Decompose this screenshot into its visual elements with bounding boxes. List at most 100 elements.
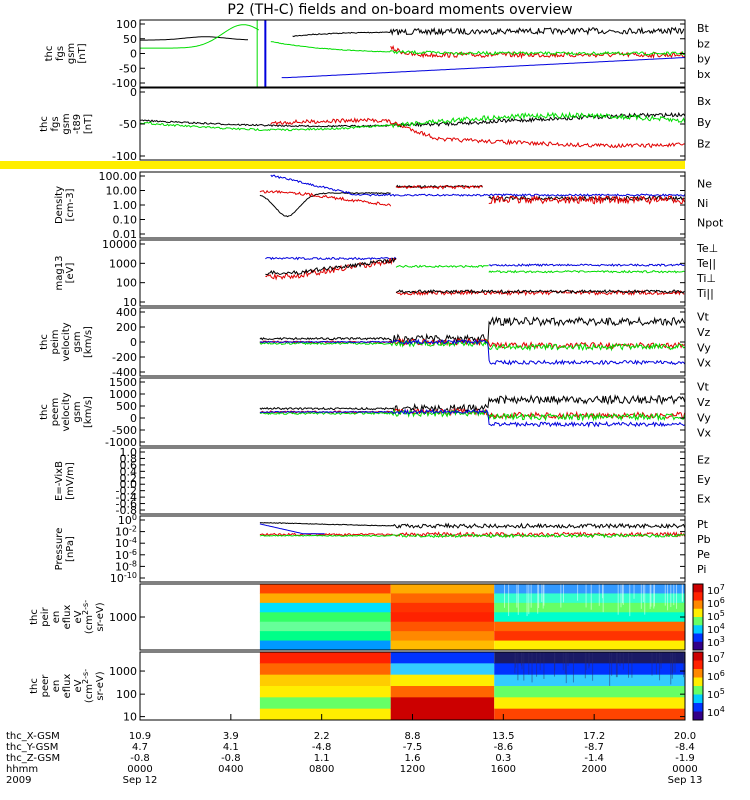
- y-axis-title-line: thc: [29, 678, 40, 694]
- y-axis-title-line: E=-VixB: [54, 461, 65, 501]
- legend-ti⊥: Ti⊥: [696, 272, 716, 285]
- heatmap-cell: [259, 631, 391, 642]
- panel-4-plot: [265, 256, 685, 297]
- panel-1-plot: [140, 20, 685, 87]
- legend-te||: Te||: [696, 257, 716, 270]
- panel-2-plot: [140, 111, 685, 149]
- legend-npot: Npot: [697, 216, 724, 229]
- colorbar-cell: [693, 641, 703, 651]
- vt-line: [259, 315, 685, 345]
- y-axis-title-line: mag13: [54, 256, 65, 291]
- heatmap-cell: [259, 602, 391, 613]
- y-tick-label: -1000: [105, 436, 137, 449]
- y-tick-label: -200: [112, 351, 137, 364]
- y-axis-title-line: -t89: [72, 114, 83, 134]
- y-axis-title-line: peir: [40, 606, 51, 626]
- ti-par-line: [395, 264, 489, 268]
- colorbar-tick-label: 105: [707, 687, 725, 701]
- y-tick-label: 10000: [102, 238, 137, 251]
- heatmap-cell: [390, 663, 495, 676]
- colorbar-cell: [693, 652, 703, 661]
- pt-line: [259, 522, 685, 530]
- panel-3: 100.00 10.001.00 0.100.01 Density [cm-3] Ne Ni…: [54, 170, 724, 241]
- y-tick-label: 0.8: [120, 452, 138, 465]
- y-tick-label: 1500: [109, 376, 137, 389]
- legend-pe: Pe: [697, 548, 710, 561]
- x-column-value: -0.8: [130, 753, 150, 764]
- y-axis-title-line: [nT]: [83, 114, 94, 134]
- vt-line: [259, 394, 685, 414]
- panel-frame: [139, 447, 686, 515]
- y-axis-title-line: thc: [29, 609, 40, 625]
- figure-title: P2 (TH-C) fields and on-board moments ov…: [227, 2, 572, 18]
- colorbar-tick-label: 107: [707, 583, 725, 597]
- y-tick-label: 10: [123, 711, 137, 724]
- y-tick-label: -0.4: [116, 491, 137, 504]
- heatmap-cell: [390, 631, 495, 642]
- legend-ex: Ex: [697, 492, 711, 505]
- heatmap-cell: [259, 708, 391, 720]
- bz-line: [390, 45, 685, 60]
- colorbar-cell: [693, 584, 703, 593]
- x-row-label: hhmm: [6, 764, 38, 775]
- legend-by: By: [697, 116, 712, 129]
- y-tick-label: 100: [116, 18, 137, 31]
- heatmap-cell: [259, 663, 391, 676]
- legend-ni: Ni: [697, 197, 708, 210]
- panel-frame: [139, 307, 686, 377]
- y-tick-label: -500: [112, 424, 137, 437]
- panel-10: 1000 100 10 thc peer en eflux eV (cm2-s-sr-eV) 10…: [29, 651, 725, 724]
- bx-line: [281, 57, 685, 79]
- colorbar-cell: [693, 617, 703, 626]
- panel-frame: [139, 583, 686, 651]
- y-axis-title-line: eV: [73, 610, 84, 623]
- heatmap-cell: [259, 697, 391, 710]
- te-perp-line: [265, 257, 397, 281]
- legend-vx: Vx: [697, 427, 712, 440]
- y-axis-title-line: (cm2-s-: [81, 600, 95, 634]
- panel-8-plot: [259, 522, 685, 539]
- heatmap-cell: [390, 584, 495, 594]
- x-row-label: thc_X-GSM: [6, 731, 60, 742]
- y-tick-label: 1000: [109, 611, 137, 624]
- colorbar-cell: [693, 694, 703, 704]
- y-axis-title-line: eflux: [62, 605, 73, 630]
- heatmap-cell: [390, 652, 495, 664]
- heatmap-cell: [494, 612, 685, 623]
- y-tick-label: 0.10: [113, 214, 138, 227]
- ti-par-line: [488, 269, 685, 274]
- pi-line: [259, 523, 325, 535]
- y-tick-label: -0.8: [116, 504, 137, 517]
- x-column-value: 17.2: [583, 731, 605, 742]
- colorbar-tick-label: 106: [707, 596, 725, 610]
- x-row-label: thc_Z-GSM: [6, 753, 60, 764]
- panel-4: 10000 1000 100 10 mag13 [eV] Te⊥ Te|| Ti⊥ Ti||: [54, 238, 718, 309]
- y-tick-label: 1.0: [120, 446, 138, 459]
- te-par-line: [395, 288, 685, 295]
- heatmap-cell: [390, 612, 495, 623]
- x-column-value: 1600: [491, 764, 516, 775]
- heatmap-cell: [390, 697, 495, 710]
- heatmap-cell: [494, 593, 685, 604]
- y-tick-label: -100: [112, 150, 137, 163]
- y-tick-label: -0.6: [116, 498, 137, 511]
- x-column-value: 8.8: [405, 731, 421, 742]
- legend-bx: bx: [697, 68, 711, 81]
- bz-line: [270, 117, 685, 149]
- vx-line: [259, 338, 685, 366]
- x-column-value: 1.1: [314, 753, 330, 764]
- x-column-value: 0000: [672, 764, 697, 775]
- legend-vt: Vt: [697, 310, 710, 323]
- y-axis-title-line: Density: [54, 186, 65, 224]
- heatmap-cell: [494, 663, 685, 676]
- y-axis-title-line: gsm: [66, 43, 77, 64]
- colorbar-cell: [693, 711, 703, 721]
- y-tick-label: -0.2: [116, 485, 137, 498]
- heatmap-cell: [259, 652, 391, 664]
- y-tick-label: 1000: [109, 257, 137, 270]
- y-tick-label: 0: [130, 86, 137, 99]
